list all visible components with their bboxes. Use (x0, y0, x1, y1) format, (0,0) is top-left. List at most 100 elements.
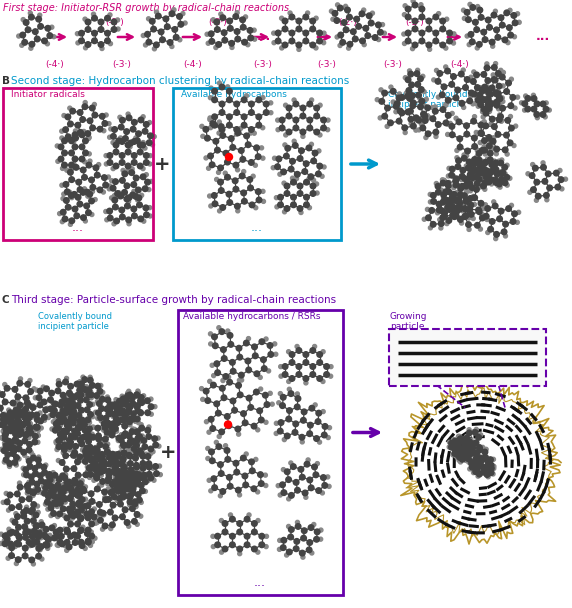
Circle shape (29, 451, 33, 454)
Circle shape (460, 209, 464, 213)
Circle shape (482, 37, 488, 43)
Circle shape (318, 103, 322, 107)
Circle shape (148, 214, 152, 218)
Circle shape (146, 478, 150, 483)
Circle shape (519, 356, 523, 361)
Circle shape (93, 452, 97, 456)
Circle shape (117, 191, 121, 195)
Circle shape (72, 428, 77, 434)
Circle shape (81, 455, 85, 459)
Circle shape (483, 168, 487, 172)
Circle shape (471, 135, 477, 141)
Circle shape (488, 108, 492, 112)
Circle shape (112, 494, 117, 500)
Circle shape (52, 472, 58, 478)
Circle shape (20, 32, 26, 38)
Circle shape (313, 345, 317, 348)
Circle shape (220, 489, 225, 494)
Circle shape (72, 162, 76, 166)
Circle shape (127, 389, 131, 393)
Circle shape (1, 416, 6, 422)
Circle shape (468, 467, 472, 471)
Circle shape (406, 38, 411, 44)
Circle shape (502, 147, 508, 153)
Circle shape (0, 437, 4, 440)
Circle shape (319, 537, 323, 541)
Circle shape (416, 117, 422, 123)
Circle shape (452, 196, 456, 200)
Circle shape (478, 201, 484, 206)
Circle shape (454, 116, 458, 120)
Circle shape (100, 396, 105, 402)
Circle shape (447, 445, 451, 449)
Text: (-2⋅): (-2⋅) (106, 18, 124, 27)
Text: ...: ... (72, 221, 84, 234)
Circle shape (1, 500, 5, 505)
Circle shape (496, 107, 500, 111)
Circle shape (134, 463, 139, 468)
Circle shape (240, 24, 246, 30)
Circle shape (121, 442, 126, 447)
Circle shape (281, 468, 285, 472)
Circle shape (255, 154, 261, 159)
Circle shape (22, 411, 27, 416)
Circle shape (522, 101, 527, 106)
Circle shape (128, 477, 132, 482)
Circle shape (107, 160, 113, 165)
Circle shape (485, 78, 491, 83)
Circle shape (442, 196, 446, 200)
Circle shape (228, 136, 234, 142)
Circle shape (474, 427, 478, 432)
Circle shape (501, 338, 507, 344)
Circle shape (458, 192, 463, 198)
Circle shape (62, 514, 66, 517)
Text: (-2⋅): (-2⋅) (209, 18, 228, 27)
Circle shape (471, 159, 475, 162)
Circle shape (234, 101, 240, 107)
Circle shape (32, 439, 38, 445)
Circle shape (69, 150, 74, 156)
Circle shape (113, 470, 117, 474)
Circle shape (459, 184, 465, 189)
Circle shape (430, 116, 436, 122)
Circle shape (482, 184, 486, 188)
Circle shape (277, 429, 283, 434)
Circle shape (252, 353, 258, 359)
Circle shape (467, 43, 471, 47)
Circle shape (120, 433, 124, 437)
Circle shape (450, 213, 455, 218)
Circle shape (66, 398, 72, 404)
Circle shape (484, 447, 488, 451)
Circle shape (11, 426, 15, 430)
Circle shape (77, 520, 81, 525)
Circle shape (128, 404, 133, 410)
Circle shape (463, 453, 468, 458)
Circle shape (526, 171, 530, 176)
Circle shape (435, 78, 441, 84)
Circle shape (120, 514, 125, 520)
Circle shape (128, 416, 133, 422)
Circle shape (90, 456, 96, 461)
Circle shape (134, 512, 140, 517)
Circle shape (466, 456, 471, 461)
Circle shape (137, 499, 141, 502)
Circle shape (449, 215, 453, 219)
Circle shape (263, 101, 269, 107)
Circle shape (134, 392, 140, 398)
Circle shape (92, 507, 96, 511)
Circle shape (510, 219, 516, 224)
Circle shape (85, 27, 91, 32)
Circle shape (463, 446, 468, 451)
Circle shape (73, 540, 78, 545)
Circle shape (112, 485, 116, 489)
Circle shape (376, 38, 380, 41)
Circle shape (491, 146, 495, 150)
Circle shape (57, 477, 62, 482)
Circle shape (244, 533, 250, 539)
Circle shape (492, 466, 496, 471)
Circle shape (447, 38, 452, 44)
Circle shape (43, 480, 49, 486)
Circle shape (259, 339, 265, 345)
Circle shape (463, 445, 468, 451)
Circle shape (212, 374, 216, 378)
